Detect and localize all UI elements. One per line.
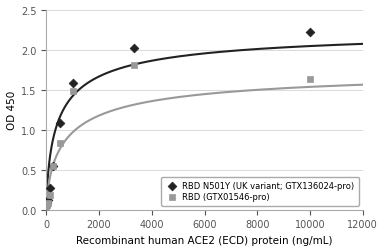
RBD (GTX01546-pro) xyxy=(44,203,50,207)
RBD N501Y (UK variant; GTX136024-pro) xyxy=(45,198,51,202)
RBD (GTX01546-pro) xyxy=(70,90,76,94)
RBD (GTX01546-pro) xyxy=(50,164,56,168)
RBD N501Y (UK variant; GTX136024-pro) xyxy=(44,202,50,206)
RBD N501Y (UK variant; GTX136024-pro) xyxy=(50,164,56,168)
RBD (GTX01546-pro) xyxy=(43,206,49,210)
X-axis label: Recombinant human ACE2 (ECD) protein (ng/mL): Recombinant human ACE2 (ECD) protein (ng… xyxy=(76,235,333,245)
RBD N501Y (UK variant; GTX136024-pro) xyxy=(307,30,313,35)
Legend: RBD N501Y (UK variant; GTX136024-pro), RBD (GTX01546-pro): RBD N501Y (UK variant; GTX136024-pro), R… xyxy=(161,177,358,206)
RBD (GTX01546-pro) xyxy=(57,141,63,145)
RBD N501Y (UK variant; GTX136024-pro) xyxy=(131,46,137,50)
RBD N501Y (UK variant; GTX136024-pro) xyxy=(43,204,49,208)
RBD N501Y (UK variant; GTX136024-pro) xyxy=(70,82,76,86)
RBD (GTX01546-pro) xyxy=(307,78,313,82)
Y-axis label: OD 450: OD 450 xyxy=(7,91,17,130)
RBD N501Y (UK variant; GTX136024-pro) xyxy=(57,122,63,126)
RBD N501Y (UK variant; GTX136024-pro) xyxy=(47,186,53,191)
RBD (GTX01546-pro) xyxy=(45,201,51,205)
RBD (GTX01546-pro) xyxy=(131,64,137,68)
RBD (GTX01546-pro) xyxy=(47,194,53,198)
